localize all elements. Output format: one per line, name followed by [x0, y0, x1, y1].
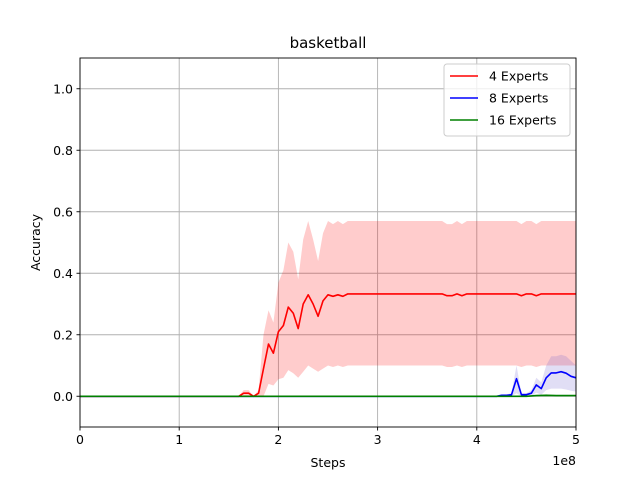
tick-layer: 0 1 2 3 4 5 0.0 0.2 0.4 0.6 0.8 1.0 — [53, 81, 580, 447]
series-band-1 — [80, 221, 576, 397]
x-tick-label: 0 — [76, 432, 84, 447]
line-layer — [80, 293, 577, 398]
x-tick-label: 5 — [572, 432, 580, 447]
series-line-3 — [80, 394, 576, 398]
chart-title: basketball — [290, 34, 367, 52]
y-tick-label: 0.2 — [53, 327, 73, 342]
legend-box — [443, 63, 571, 137]
y-tick-label: 1.0 — [53, 81, 73, 96]
legend-label: 4 Experts — [489, 69, 548, 84]
legend: 4 Experts 8 Experts 16 Experts — [443, 63, 571, 137]
series-line-2 — [80, 370, 577, 398]
x-offset-label: 1e8 — [552, 453, 576, 468]
plot-frame — [79, 57, 577, 428]
x-tick-label: 2 — [274, 432, 282, 447]
y-axis-label: Accuracy — [28, 213, 43, 271]
x-tick-label: 4 — [473, 432, 481, 447]
y-tick-label: 0.0 — [53, 389, 73, 404]
series-line-1 — [80, 293, 576, 398]
y-tick-label: 0.6 — [53, 204, 73, 219]
band-layer — [80, 221, 576, 397]
legend-label: 8 Experts — [489, 91, 548, 106]
x-tick-label: 3 — [374, 432, 382, 447]
x-axis-label: Steps — [311, 455, 346, 470]
y-tick-label: 0.4 — [53, 266, 73, 281]
x-tick-label: 1 — [175, 432, 183, 447]
legend-label: 16 Experts — [489, 113, 556, 128]
y-tick-label: 0.8 — [53, 143, 73, 158]
